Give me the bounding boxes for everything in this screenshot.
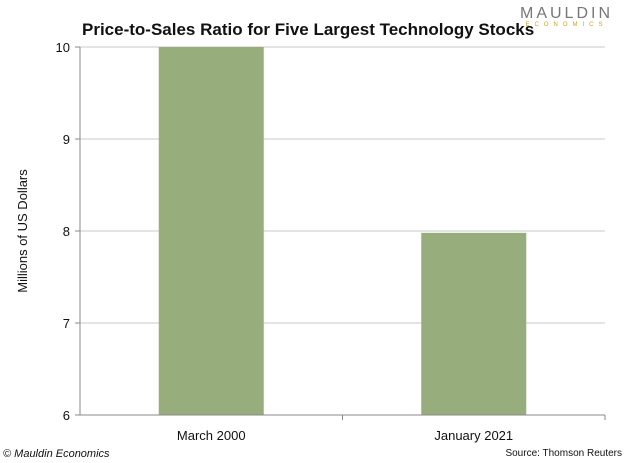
source: Source: Thomson Reuters	[505, 448, 622, 459]
logo-line1: MAULDIN	[520, 5, 614, 22]
y-tick-label: 7	[63, 316, 70, 331]
y-tick-label: 6	[63, 408, 70, 423]
logo-line2: ECONOMICS	[525, 22, 608, 28]
y-tick-label: 10	[56, 40, 70, 55]
mauldin-logo: MAULDIN ECONOMICS	[520, 5, 613, 28]
bar	[421, 232, 527, 415]
y-tick-label: 9	[63, 132, 70, 147]
bar	[158, 47, 264, 415]
x-tick-label: March 2000	[177, 428, 246, 443]
chart-title: Price-to-Sales Ratio for Five Largest Te…	[82, 20, 535, 39]
y-axis-label: Millions of US Dollars	[15, 169, 30, 293]
copyright: © Mauldin Economics	[3, 448, 110, 460]
y-tick-label: 8	[63, 224, 70, 239]
x-tick-label: January 2021	[434, 428, 513, 443]
